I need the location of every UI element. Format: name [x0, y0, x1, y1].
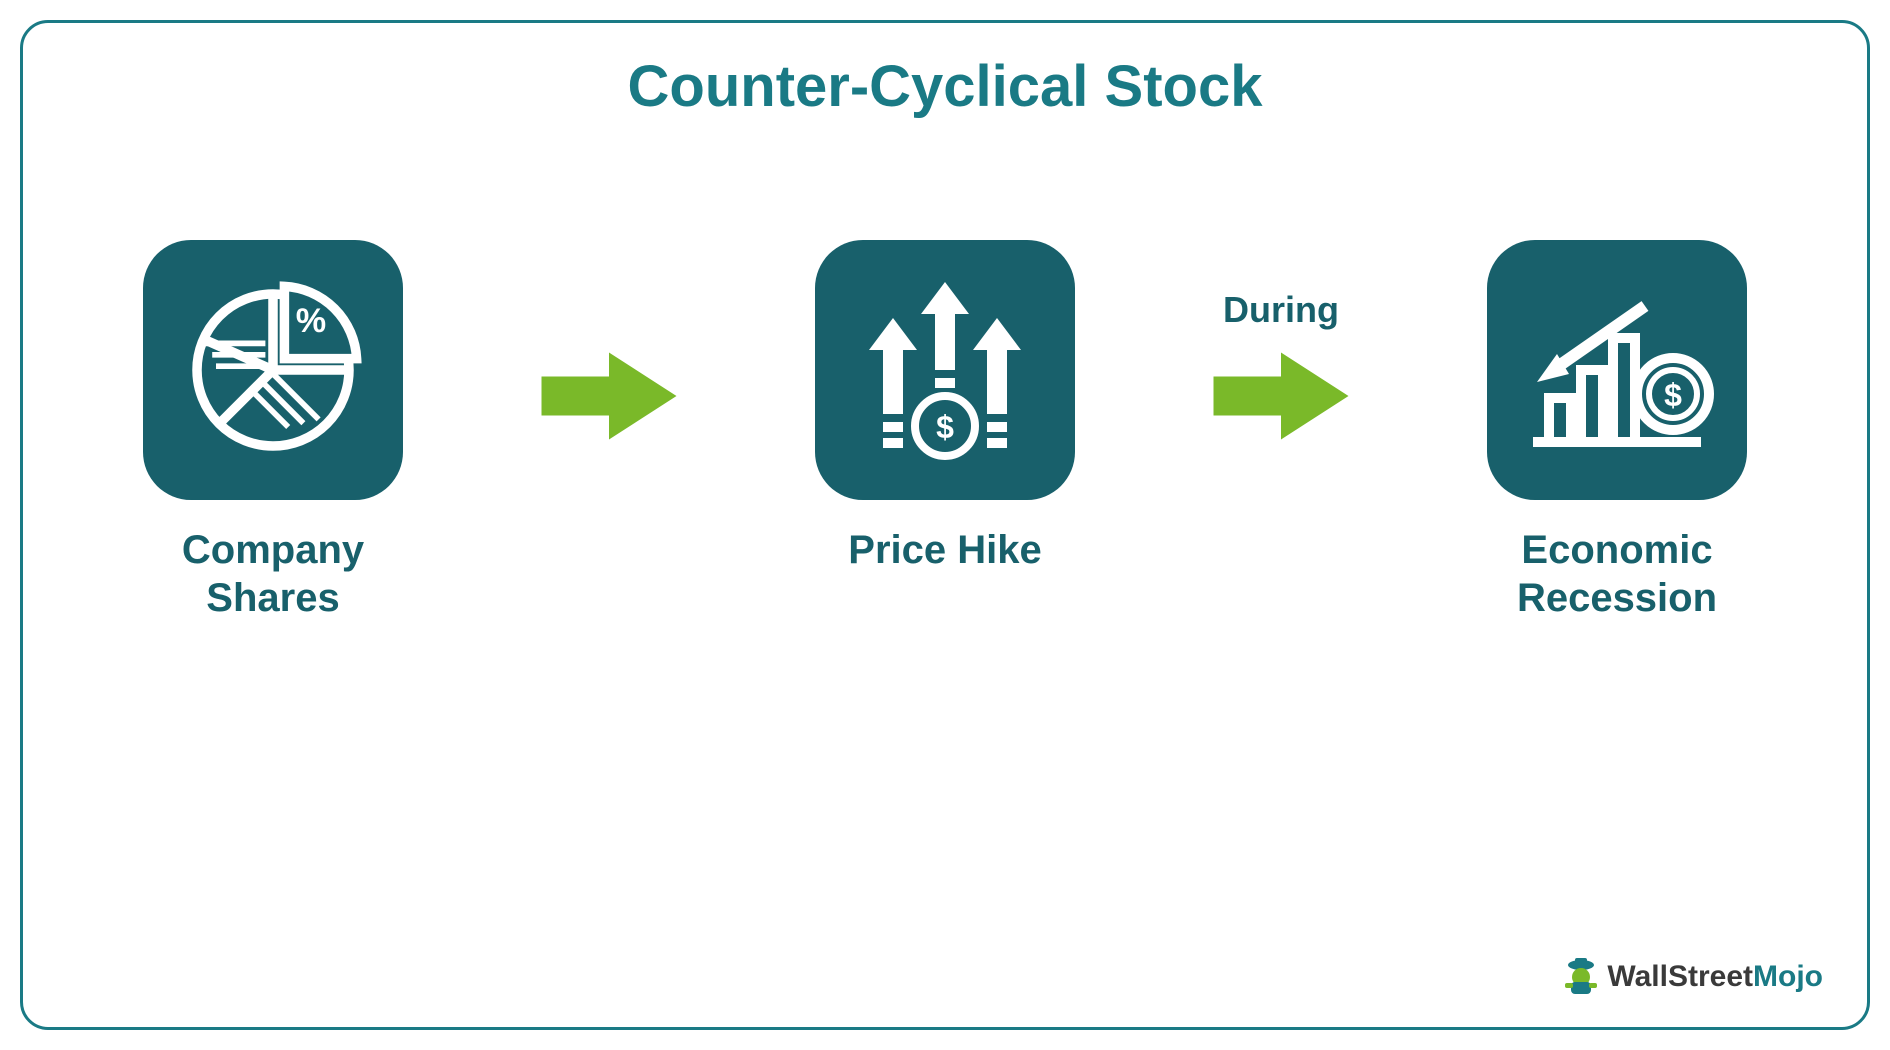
- bar-decline-dollar-icon: $: [1517, 270, 1717, 470]
- tile-company-shares: %: [143, 240, 403, 500]
- node-price-hike: $ Price Hike: [795, 240, 1095, 574]
- pie-percent-icon: %: [178, 275, 368, 465]
- flow-row: % CompanyShares: [83, 200, 1807, 622]
- node-company-shares: % CompanyShares: [123, 240, 423, 622]
- tile-economic-recession: $: [1487, 240, 1747, 500]
- connector-2: During: [1171, 240, 1391, 500]
- node-label-company-shares: CompanyShares: [182, 526, 364, 622]
- logo-text: WallStreetMojo: [1607, 960, 1823, 994]
- logo-mascot-icon: [1561, 955, 1601, 999]
- diagram-title: Counter-Cyclical Stock: [83, 53, 1807, 120]
- node-label-economic-recession: EconomicRecession: [1517, 526, 1717, 622]
- logo-text-part1: WallStreet: [1607, 960, 1753, 993]
- node-economic-recession: $ EconomicRecession: [1467, 240, 1767, 622]
- brand-logo: WallStreetMojo: [1561, 955, 1823, 999]
- connector-1: [499, 240, 719, 500]
- logo-text-part2: Mojo: [1753, 960, 1823, 993]
- svg-text:$: $: [936, 409, 954, 445]
- node-label-price-hike: Price Hike: [848, 526, 1041, 574]
- arrow-right-icon: [534, 341, 684, 451]
- diagram-frame: Counter-Cyclical Stock %: [20, 20, 1870, 1030]
- arrow-right-icon: [1206, 341, 1356, 451]
- connector-2-label: During: [1223, 289, 1339, 333]
- svg-text:$: $: [1664, 377, 1682, 413]
- arrows-up-dollar-icon: $: [845, 270, 1045, 470]
- tile-price-hike: $: [815, 240, 1075, 500]
- svg-text:%: %: [296, 302, 326, 340]
